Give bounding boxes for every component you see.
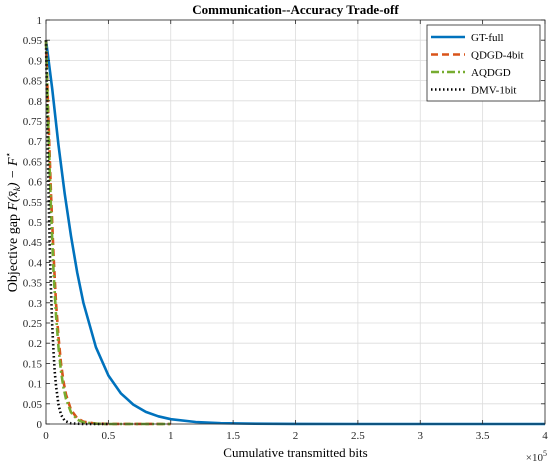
y-tick-label: 0.9 [28,55,42,67]
x-tick-label: 2.5 [351,430,365,442]
y-tick-label: 0.05 [23,399,43,411]
y-axis-label-math: F(x̄ [6,190,21,211]
x-tick-label: 2 [293,430,299,442]
x-tick-label: 3.5 [476,430,490,442]
y-axis-label-tail: ) − F [6,157,21,188]
y-axis-label-text: Objective gap [6,214,21,292]
series-line [44,40,109,426]
legend-label: DMV-1bit [471,85,516,97]
y-axis-label-sub: k [12,186,22,191]
x-axis-exponent-power: 5 [543,449,547,458]
y-tick-label: 0.25 [23,318,43,330]
y-tick-label: 0.75 [23,116,43,128]
legend-label: GT-full [471,32,504,44]
x-tick-label: 3 [418,430,424,442]
y-tick-label: 0.6 [28,177,42,189]
y-tick-label: 0.5 [28,217,42,229]
x-tick-label: 0 [43,430,49,442]
x-tick-label: 1.5 [226,430,240,442]
x-tick-label: 0.5 [102,430,116,442]
x-axis-exponent-base: ×10 [526,452,544,464]
grid [45,19,546,425]
legend-label: AQDGD [471,67,511,79]
y-tick-label: 0.45 [23,237,43,249]
chart-title: Communication--Accuracy Trade-off [192,2,399,17]
y-tick-label: 0.4 [28,257,42,269]
x-axis-exponent: ×105 [526,449,547,464]
series-line [44,40,171,426]
y-tick-label: 0.15 [23,358,43,370]
ticks: 0 0.5 1 1.5 2 2.5 3 3.5 4 0 0.05 0.1 0.15 0.2 0.25 0.3 0… [23,15,549,442]
y-tick-label: 0.85 [23,76,43,88]
y-tick-label: 0.2 [28,338,42,350]
legend-label: QDGD-4bit [471,50,524,62]
y-tick-label: 0.7 [28,136,42,148]
x-tick-label: 1 [168,430,174,442]
y-axis-label-sup: ⋆ [3,152,13,158]
y-tick-label: 0.65 [23,156,43,168]
x-tick-label: 4 [542,430,548,442]
y-tick-label: 0.1 [28,379,42,391]
x-axis-label: Cumulative transmitted bits [223,445,367,460]
y-tick-label: 0.8 [28,96,42,108]
y-tick-label: 1 [37,15,43,27]
y-tick-label: 0.35 [23,278,43,290]
y-tick-label: 0.55 [23,197,43,209]
y-tick-label: 0.95 [23,35,43,47]
y-axis-label: Objective gap F(x̄k) − F⋆ [3,152,22,292]
y-tick-label: 0 [37,419,43,431]
y-tick-label: 0.3 [28,298,42,310]
legend: GT-full QDGD-4bit AQDGD DMV-1bit [426,24,541,102]
